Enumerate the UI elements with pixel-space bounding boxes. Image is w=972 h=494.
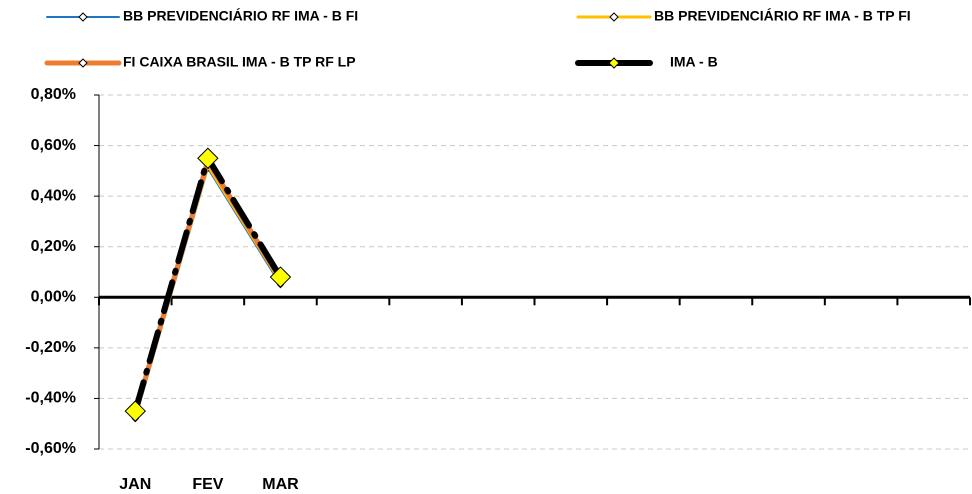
legend-marker [78, 58, 88, 68]
y-tick-label: 0,00% [31, 289, 76, 306]
y-tick-label: 0,80% [31, 86, 76, 103]
series-marker [269, 266, 292, 288]
legend-label: BB PREVIDENCIÁRIO RF IMA - B TP FI [654, 8, 911, 24]
legend-label: FI CAIXA BRASIL IMA - B TP RF LP [123, 54, 356, 70]
y-tick-label: -0,60% [25, 440, 76, 457]
series-line [134, 167, 282, 420]
x-tick-label: MAR [262, 476, 299, 493]
legend-label: IMA - B [670, 54, 718, 70]
legend-marker [609, 12, 619, 22]
y-tick-label: 0,60% [31, 137, 76, 154]
series-marker [124, 400, 146, 422]
series-line [133, 164, 282, 418]
y-tick-label: 0,20% [31, 238, 76, 255]
legend-marker [608, 57, 620, 69]
y-tick-label: -0,20% [25, 339, 76, 356]
legend-marker [78, 12, 88, 22]
legend-label: BB PREVIDENCIÁRIO RF IMA - B FI [123, 8, 358, 24]
series-line [132, 158, 283, 417]
y-tick-label: 0,40% [31, 187, 76, 204]
x-tick-label: JAN [119, 476, 151, 493]
y-tick-label: -0,40% [25, 390, 76, 407]
series-marker [197, 147, 219, 169]
x-tick-label: FEV [192, 476, 223, 493]
